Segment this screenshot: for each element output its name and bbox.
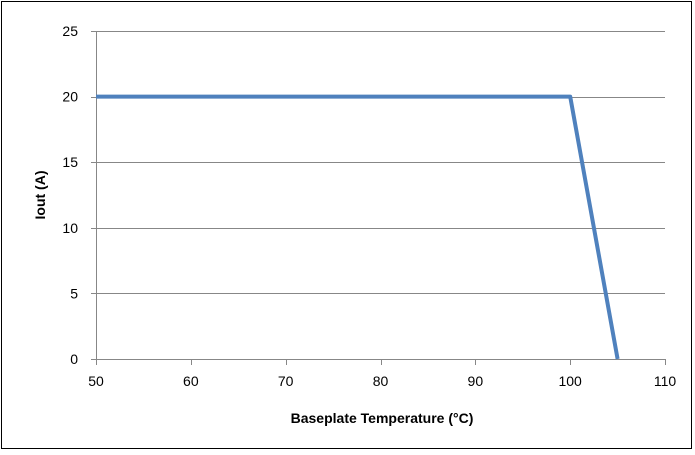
y-axis-title: Iout (A): [32, 171, 48, 220]
x-tick-label-100: 100: [558, 373, 582, 389]
y-tick-label-10: 10: [62, 220, 78, 236]
y-tick-label-5: 5: [70, 285, 78, 301]
axes: [91, 31, 666, 365]
x-tick-label-50: 50: [88, 373, 104, 389]
derating-chart: 0 5 10 15 20 25 50 60 70 80 90 100 110 Baseplate Tem…: [32, 23, 676, 426]
series-line-0: [96, 94, 620, 360]
x-tick-label-80: 80: [373, 373, 389, 389]
y-tick-label-15: 15: [62, 154, 78, 170]
x-tick-label-70: 70: [278, 373, 294, 389]
x-tick-label-110: 110: [654, 373, 677, 389]
y-tick-label-0: 0: [70, 351, 78, 367]
chart-frame: 0 5 10 15 20 25 50 60 70 80 90 100 110 Baseplate Tem…: [1, 1, 692, 449]
grid-lines: [96, 31, 665, 294]
x-axis-title: Baseplate Temperature (°C): [291, 410, 474, 426]
y-tick-label-20: 20: [62, 89, 78, 105]
tick-labels: 0 5 10 15 20 25 50 60 70 80 90 100 110: [62, 23, 676, 389]
x-tick-label-60: 60: [183, 373, 199, 389]
y-tick-label-25: 25: [62, 23, 78, 39]
x-tick-label-90: 90: [468, 373, 484, 389]
series: [96, 94, 620, 360]
